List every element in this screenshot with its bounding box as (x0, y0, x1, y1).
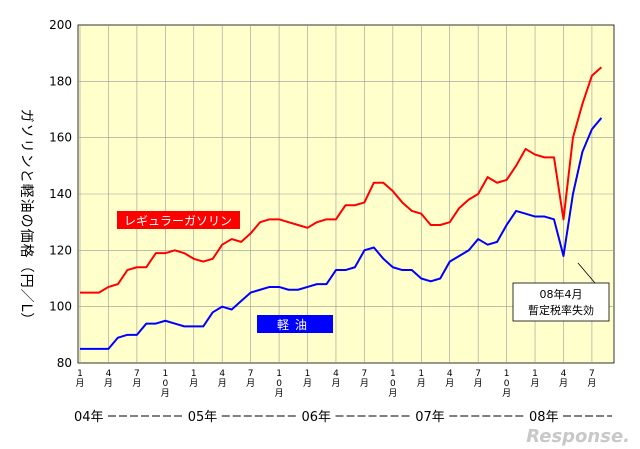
x-tick-label: 月 (502, 388, 511, 399)
x-tick-label: 1 (276, 369, 282, 379)
y-tick-label: 100 (49, 300, 72, 314)
x-tick-label: 月 (445, 378, 454, 389)
x-tick-label: 7 (248, 369, 254, 379)
series-line-gasoline (80, 66, 603, 294)
x-tick-label: 1 (418, 369, 424, 379)
x-tick-label: 月 (246, 378, 255, 389)
x-tick-label: 月 (531, 378, 540, 389)
x-tick-label: 月 (132, 378, 141, 389)
x-tick-label: 月 (161, 388, 170, 399)
annotation-box: 08年4月 暫定税率失効 (512, 262, 610, 322)
year-label: 07年 (415, 410, 445, 425)
x-tick-label: 0 (276, 379, 282, 389)
x-tick-label: 月 (388, 388, 397, 399)
x-tick-label: 1 (191, 369, 197, 379)
x-tick-label: 1 (390, 369, 396, 379)
y-tick-label: 140 (49, 187, 72, 201)
x-tick-label: 月 (331, 378, 340, 389)
x-tick-label: 4 (447, 369, 453, 379)
year-label: 04年 (74, 410, 104, 425)
annotation-pointer (577, 262, 596, 284)
y-tick-label: 80 (57, 356, 72, 370)
x-tick-labels: 1月4月7月10月1月4月7月10月1月4月7月10月1月4月7月10月1月4月… (75, 369, 596, 399)
x-tick-label: 月 (474, 378, 483, 389)
legend-gasoline-label: レギュラーガソリン (124, 214, 232, 228)
annotation-line-2: 暫定税率失効 (528, 303, 594, 317)
x-tick-label: 0 (390, 379, 396, 389)
legend-gasoline: レギュラーガソリン (117, 211, 240, 229)
x-tick-label: 1 (77, 369, 83, 379)
y-tick-labels: 80 100 120 140 160 180 200 (49, 18, 72, 370)
x-tick-label: 4 (219, 369, 225, 379)
watermark: Response. (526, 426, 630, 447)
x-tick-label: 月 (587, 378, 596, 389)
series-lines (80, 66, 603, 350)
y-tick-label: 180 (49, 74, 72, 88)
y-tick-label: 160 (49, 131, 72, 145)
year-labels: 04年 05年 06年 07年 08年 (74, 410, 612, 425)
x-tick-label: 月 (417, 378, 426, 389)
series-line-diesel (80, 117, 603, 350)
year-label: 08年 (529, 410, 559, 425)
y-tick-label: 200 (49, 18, 72, 32)
x-tick-label: 0 (504, 379, 510, 389)
x-tick-label: 7 (589, 369, 595, 379)
x-tick-label: 4 (106, 369, 112, 379)
annotation-line-1: 08年4月 (540, 287, 583, 301)
x-tick-label: 月 (218, 378, 227, 389)
x-tick-label: 1 (532, 369, 538, 379)
x-tick-label: 月 (275, 388, 284, 399)
x-tick-label: 1 (305, 369, 311, 379)
x-tick-label: 月 (360, 378, 369, 389)
x-tick-label: 月 (75, 378, 84, 389)
x-tick-label: 0 (162, 379, 168, 389)
year-label: 06年 (302, 410, 332, 425)
year-label: 05年 (188, 410, 218, 425)
x-tick-label: 月 (559, 378, 568, 389)
legend-diesel-label: 軽油 (277, 318, 313, 332)
x-tick-label: 4 (561, 369, 567, 379)
x-tick-label: 4 (333, 369, 339, 379)
x-tick-label: 月 (303, 378, 312, 389)
x-tick-label: 月 (189, 378, 198, 389)
y-tick-label: 120 (49, 243, 72, 257)
x-tick-label: 7 (475, 369, 481, 379)
y-axis-label: ガソリンと軽油の価格（円／L） (18, 109, 34, 328)
x-tick-label: 月 (104, 378, 113, 389)
legend-diesel: 軽油 (257, 315, 333, 333)
x-tick-label: 7 (362, 369, 368, 379)
x-tick-label: 1 (504, 369, 510, 379)
x-tick-label: 1 (162, 369, 168, 379)
x-tick-label: 7 (134, 369, 140, 379)
